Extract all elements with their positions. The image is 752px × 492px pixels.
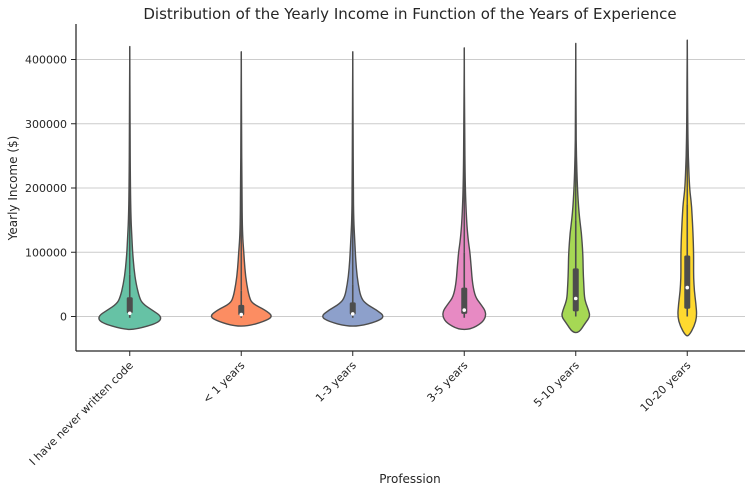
x-tick-label: 3-5 years — [425, 359, 471, 405]
violin-median — [127, 311, 132, 316]
y-tick-label: 400000 — [25, 54, 67, 67]
x-ticks: I have never written code < 1 years 1-3 ye… — [27, 351, 694, 468]
y-tick-label: 200000 — [25, 182, 67, 195]
violin-iqr-box — [126, 297, 133, 314]
violin-median — [350, 312, 355, 316]
violin-iqr-box — [349, 302, 356, 315]
chart-title: Distribution of the Yearly Income in Fun… — [143, 5, 676, 23]
violin-iqr-box — [461, 287, 468, 314]
y-tick-label: 0 — [60, 311, 67, 324]
violin-median — [685, 285, 690, 290]
x-tick-label: I have never written code — [27, 359, 136, 468]
x-tick-label: 5-10 years — [531, 359, 582, 410]
violin-iqr-box — [684, 255, 691, 309]
violin-median — [462, 308, 467, 312]
x-tick-label: 1-3 years — [313, 359, 359, 405]
violin-iqr-box — [238, 304, 245, 316]
x-tick-label: < 1 years — [200, 359, 247, 406]
violin-median — [573, 296, 578, 301]
violin-median — [239, 312, 244, 317]
x-axis-title: Profession — [379, 472, 440, 486]
violin-iqr-box — [572, 268, 579, 312]
y-ticks: 0 100000 200000 300000 400000 — [25, 54, 76, 324]
x-tick-label: 10-20 years — [638, 359, 694, 415]
y-tick-label: 100000 — [25, 246, 67, 259]
y-tick-label: 300000 — [25, 118, 67, 131]
violins — [98, 39, 698, 337]
gridlines — [76, 59, 745, 317]
y-axis-title: Yearly Income ($) — [6, 136, 20, 242]
